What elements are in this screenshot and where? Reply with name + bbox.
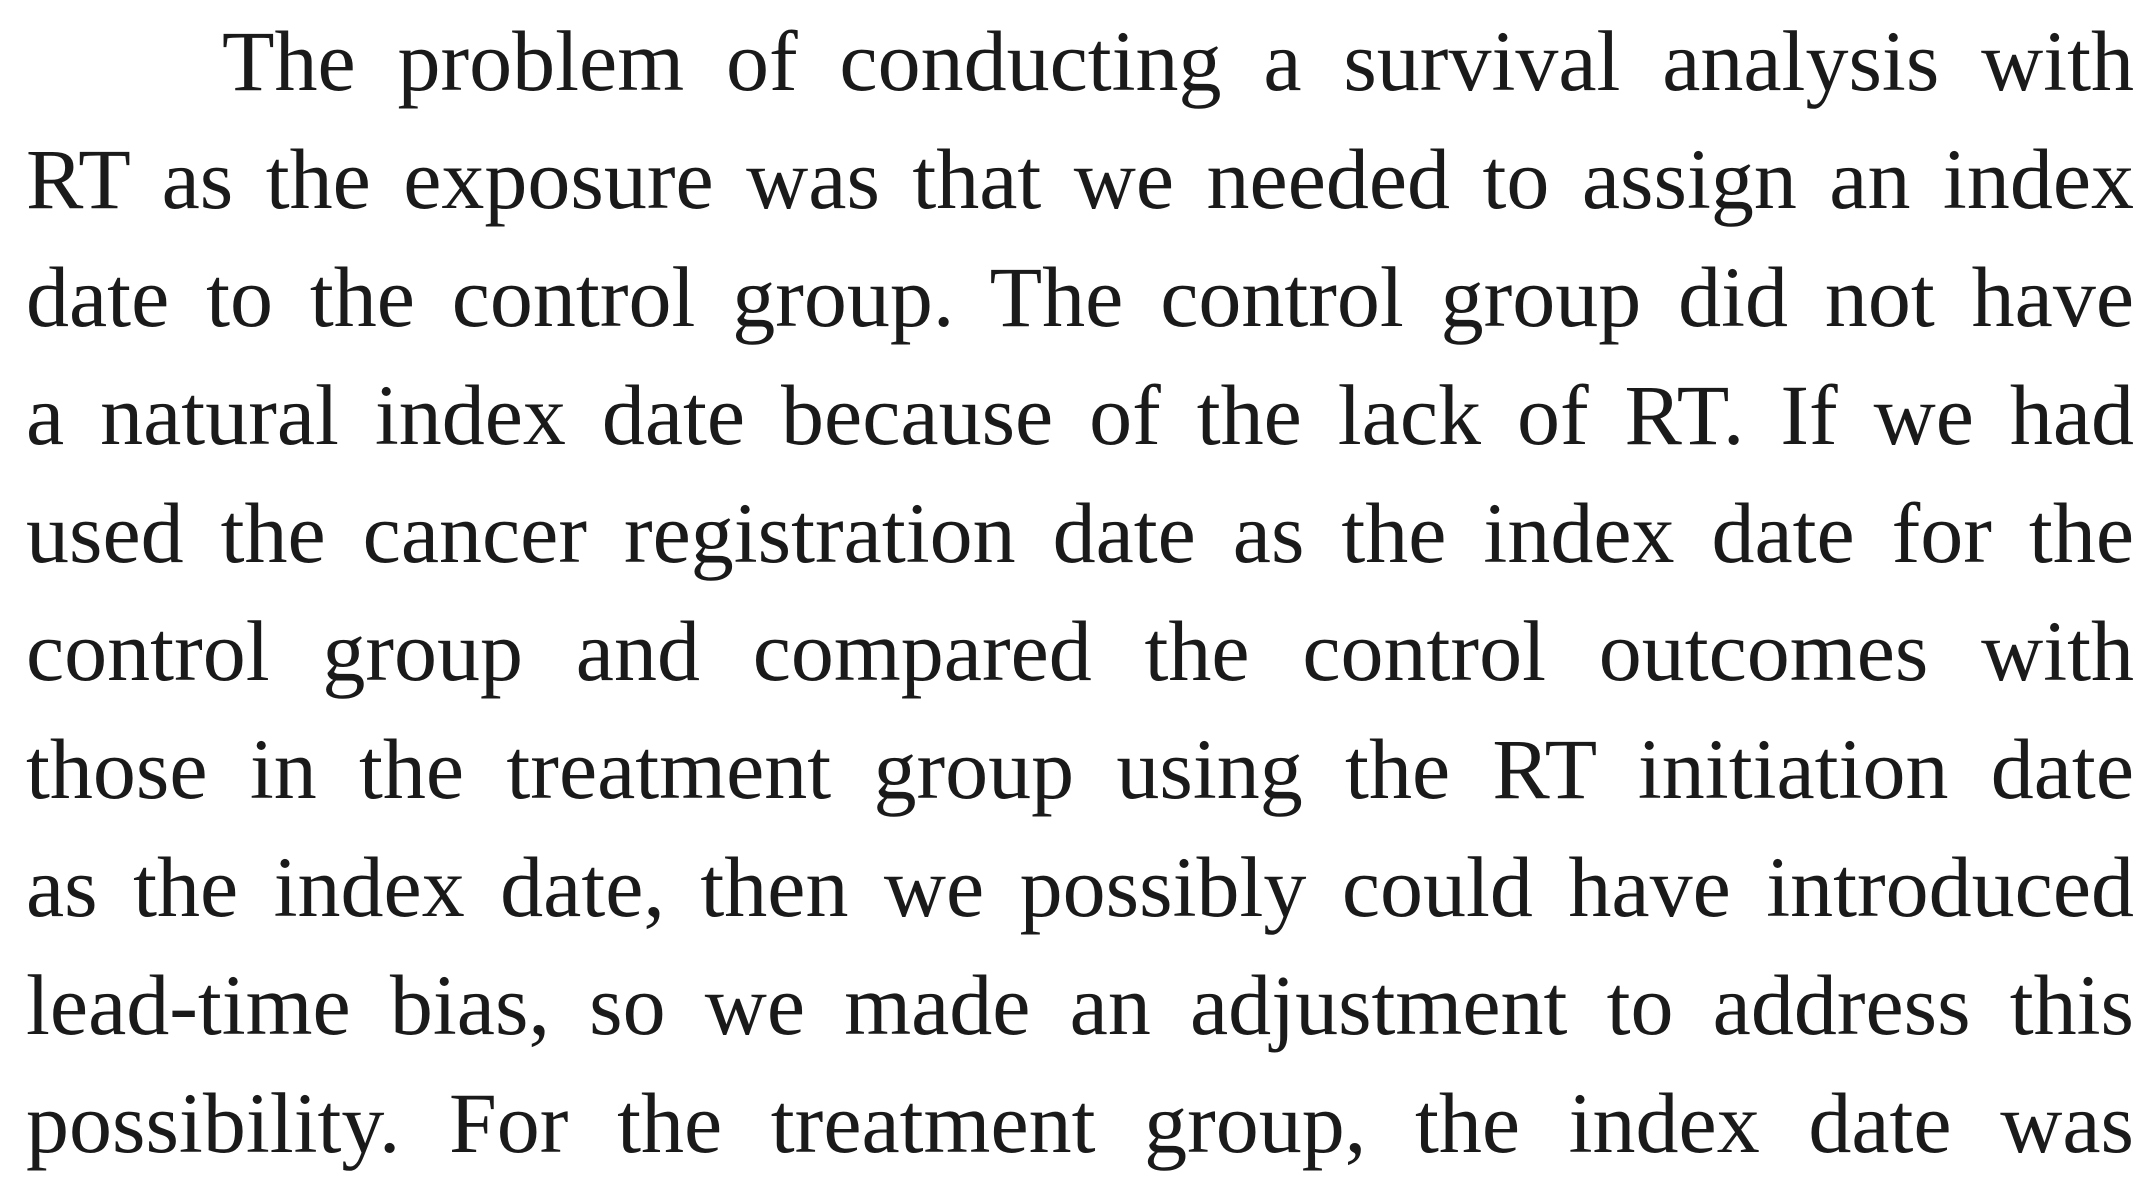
paragraph-line-10: possibility. For the treatment group, th…: [26, 1075, 2134, 1171]
paragraph-line-7: those in the treatment group using the R…: [26, 721, 2134, 817]
paragraph-line-9: lead-time bias, so we made an adjustment…: [26, 957, 2134, 1053]
paragraph-line-3: date to the control group. The control g…: [26, 249, 2134, 345]
paragraph-line-8: as the index date, then we possibly coul…: [26, 839, 2134, 935]
paragraph-line-5: used the cancer registration date as the…: [26, 485, 2134, 581]
paragraph-line-4: a natural index date because of the lack…: [26, 367, 2134, 463]
document-page: The problem of conducting a survival ana…: [26, 0, 2134, 1186]
paragraph-line-2: RT as the exposure was that we needed to…: [26, 131, 2134, 227]
paragraph-line-1: The problem of conducting a survival ana…: [222, 13, 2134, 109]
paragraph-line-6: control group and compared the control o…: [26, 603, 2134, 699]
